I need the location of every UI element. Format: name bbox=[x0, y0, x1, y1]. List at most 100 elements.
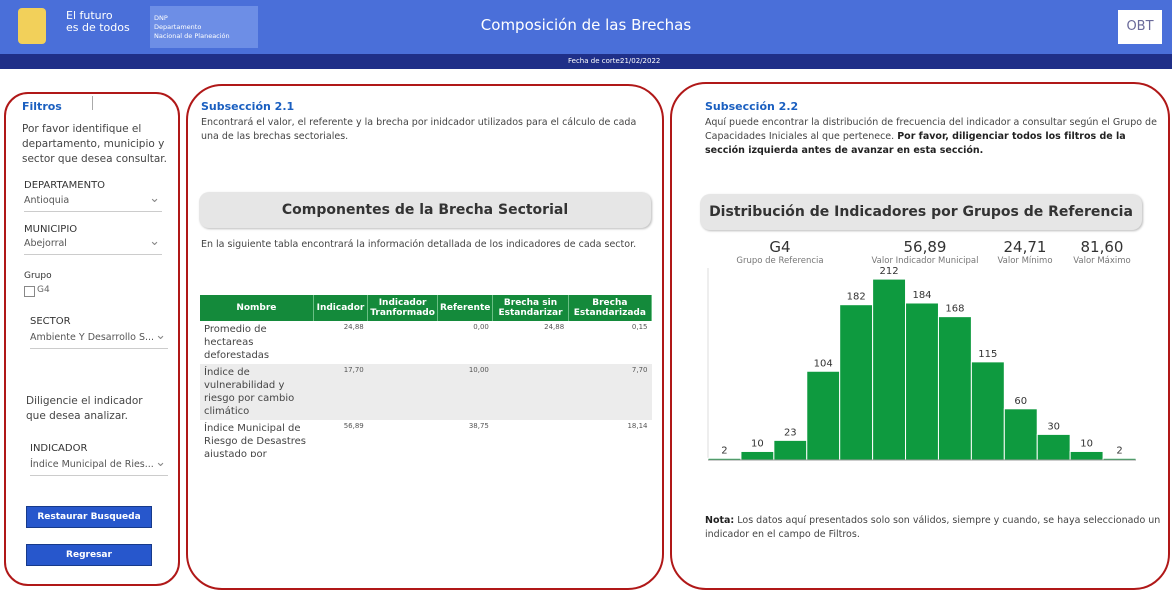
table-cell: 56,89 bbox=[343, 422, 364, 430]
bar bbox=[740, 450, 775, 461]
table-cell: 7,70 bbox=[568, 364, 652, 420]
sector-dropdown[interactable]: Ambiente Y Desarrollo S... bbox=[30, 328, 168, 349]
section2-title: Subsección 2.2 bbox=[705, 100, 799, 113]
bar bbox=[806, 370, 841, 461]
bar bbox=[937, 316, 972, 461]
column-header: Brecha sin Estandarizar bbox=[492, 295, 569, 321]
bar-label: 2 bbox=[721, 445, 727, 456]
stat-label: Grupo de Referencia bbox=[736, 256, 824, 266]
table-cell: Índice Municipal de Riesgo de Desastres … bbox=[204, 423, 306, 457]
bar bbox=[1069, 450, 1104, 461]
note-text: Los datos aquí presentados solo son váli… bbox=[705, 515, 1161, 540]
stat-card: 24,71 Valor Mínimo bbox=[965, 238, 1085, 266]
bar bbox=[1036, 433, 1071, 461]
table-cell bbox=[367, 364, 438, 420]
table-cell: 0,15 bbox=[631, 323, 648, 331]
section1-banner: Componentes de la Brecha Sectorial bbox=[199, 192, 651, 228]
table-intro: En la siguiente tabla encontrará la info… bbox=[201, 239, 637, 250]
bar bbox=[905, 302, 939, 461]
table-cell: 24,88 bbox=[544, 323, 565, 331]
indicator-label: INDICADOR bbox=[30, 443, 88, 454]
column-header: Brecha Estandarizada bbox=[568, 295, 652, 321]
table-cell bbox=[492, 364, 569, 420]
table-cell bbox=[493, 420, 568, 457]
divider bbox=[92, 96, 93, 110]
intro-text: Aquí puede encontrar la distribución de … bbox=[705, 117, 1157, 142]
bar-label: 184 bbox=[912, 290, 931, 301]
bar-label: 2 bbox=[1116, 445, 1122, 456]
stat-card: 81,60 Valor Máximo bbox=[1042, 238, 1162, 266]
group-label: Grupo bbox=[24, 271, 52, 281]
bar-label: 23 bbox=[784, 427, 797, 438]
group-checkbox[interactable] bbox=[24, 286, 35, 297]
stat-label: Valor Máximo bbox=[1073, 256, 1131, 266]
indicator-intro: Diligencie el indicador que desea analiz… bbox=[26, 395, 143, 422]
group-option: G4 bbox=[37, 285, 50, 295]
brand-text: El futuro es de todos bbox=[66, 9, 130, 34]
table-row: Promedio de hectareas deforestadas 24,88 0… bbox=[200, 321, 652, 364]
date-value: 21/02/2022 bbox=[620, 57, 661, 65]
table-cell: 24,88 bbox=[343, 323, 364, 331]
stat-value: 56,89 bbox=[903, 238, 947, 256]
dept-label: DEPARTAMENTO bbox=[24, 180, 106, 191]
muni-dropdown[interactable]: Abejorral bbox=[24, 234, 162, 255]
note: Nota: Los datos aquí presentados solo so… bbox=[705, 514, 1167, 542]
table-cell bbox=[368, 420, 438, 457]
bar-label: 212 bbox=[880, 266, 899, 277]
table-cell bbox=[368, 321, 438, 364]
dnp-logo: DNP Departamento Nacional de Planeación bbox=[150, 6, 258, 48]
column-header: Indicador Tranformado bbox=[367, 295, 438, 321]
stat-label: Valor Indicador Municipal bbox=[871, 256, 979, 266]
filters-outline bbox=[4, 92, 180, 586]
bar bbox=[970, 361, 1005, 461]
muni-label: MUNICIPIO bbox=[24, 224, 78, 235]
table-cell: Promedio de hectareas deforestadas bbox=[204, 324, 270, 361]
stat-value: 81,60 bbox=[1080, 238, 1124, 256]
back-button[interactable]: Regresar bbox=[26, 544, 152, 566]
dept-dropdown[interactable]: Antioquia bbox=[24, 191, 162, 212]
obt-logo: OBT bbox=[1118, 10, 1162, 44]
bar bbox=[773, 439, 808, 461]
stat-value: 24,71 bbox=[1003, 238, 1047, 256]
table-cell: 18,14 bbox=[627, 422, 648, 430]
table-row: Índice de vulnerabilidad y riesgo por ca… bbox=[200, 364, 652, 420]
table-cell: Índice de vulnerabilidad y riesgo por ca… bbox=[200, 364, 314, 420]
stat-label: Valor Mínimo bbox=[997, 256, 1053, 266]
table-wrap: Nombre Indicador Indicador Tranformado Refe… bbox=[200, 295, 652, 457]
section1-intro: Encontrará el valor, el referente y la b… bbox=[201, 117, 637, 142]
bar-label: 115 bbox=[978, 349, 997, 360]
section1-title: Subsección 2.1 bbox=[201, 100, 295, 113]
column-header: Referente bbox=[437, 295, 494, 321]
table-cell: 17,70 bbox=[313, 364, 368, 420]
section2-intro: Aquí puede encontrar la distribución de … bbox=[705, 116, 1167, 158]
bar bbox=[839, 304, 874, 461]
table-cell: 38,75 bbox=[468, 422, 489, 430]
section1-outline bbox=[186, 84, 664, 590]
section2-outline bbox=[670, 82, 1170, 590]
table-cell: 0,00 bbox=[473, 323, 489, 331]
bar-label: 60 bbox=[1014, 396, 1027, 407]
indicator-dropdown[interactable]: Índice Municipal de Ries... bbox=[30, 455, 168, 476]
shield-logo bbox=[18, 8, 46, 44]
bar-label: 182 bbox=[847, 292, 866, 303]
reset-button[interactable]: Restaurar Busqueda bbox=[26, 506, 152, 528]
bar-label: 168 bbox=[945, 304, 964, 315]
column-header: Nombre bbox=[200, 295, 314, 321]
bar-label: 10 bbox=[1080, 438, 1093, 449]
date-strip: Fecha de corte: 21/02/2022 bbox=[0, 54, 1172, 69]
table-cell: 10,00 bbox=[437, 364, 493, 420]
sector-label: SECTOR bbox=[30, 316, 71, 327]
cards: G4 Grupo de Referencia 56,89 Valor Indicado… bbox=[700, 238, 1140, 274]
page-title: Composición de las Brechas bbox=[480, 16, 692, 34]
date-label: Fecha de corte: bbox=[568, 57, 623, 65]
header-row: Nombre Indicador Indicador Tranformado Refe… bbox=[200, 295, 652, 321]
bar bbox=[1003, 408, 1038, 461]
bar-label: 10 bbox=[751, 438, 764, 449]
stat-card: 56,89 Valor Indicador Municipal bbox=[865, 238, 985, 266]
column-header: Indicador bbox=[313, 295, 369, 321]
bar bbox=[872, 278, 907, 461]
filters-intro: Por favor identifique el departamento, m… bbox=[22, 123, 167, 165]
note-bold: Nota: bbox=[705, 515, 735, 526]
